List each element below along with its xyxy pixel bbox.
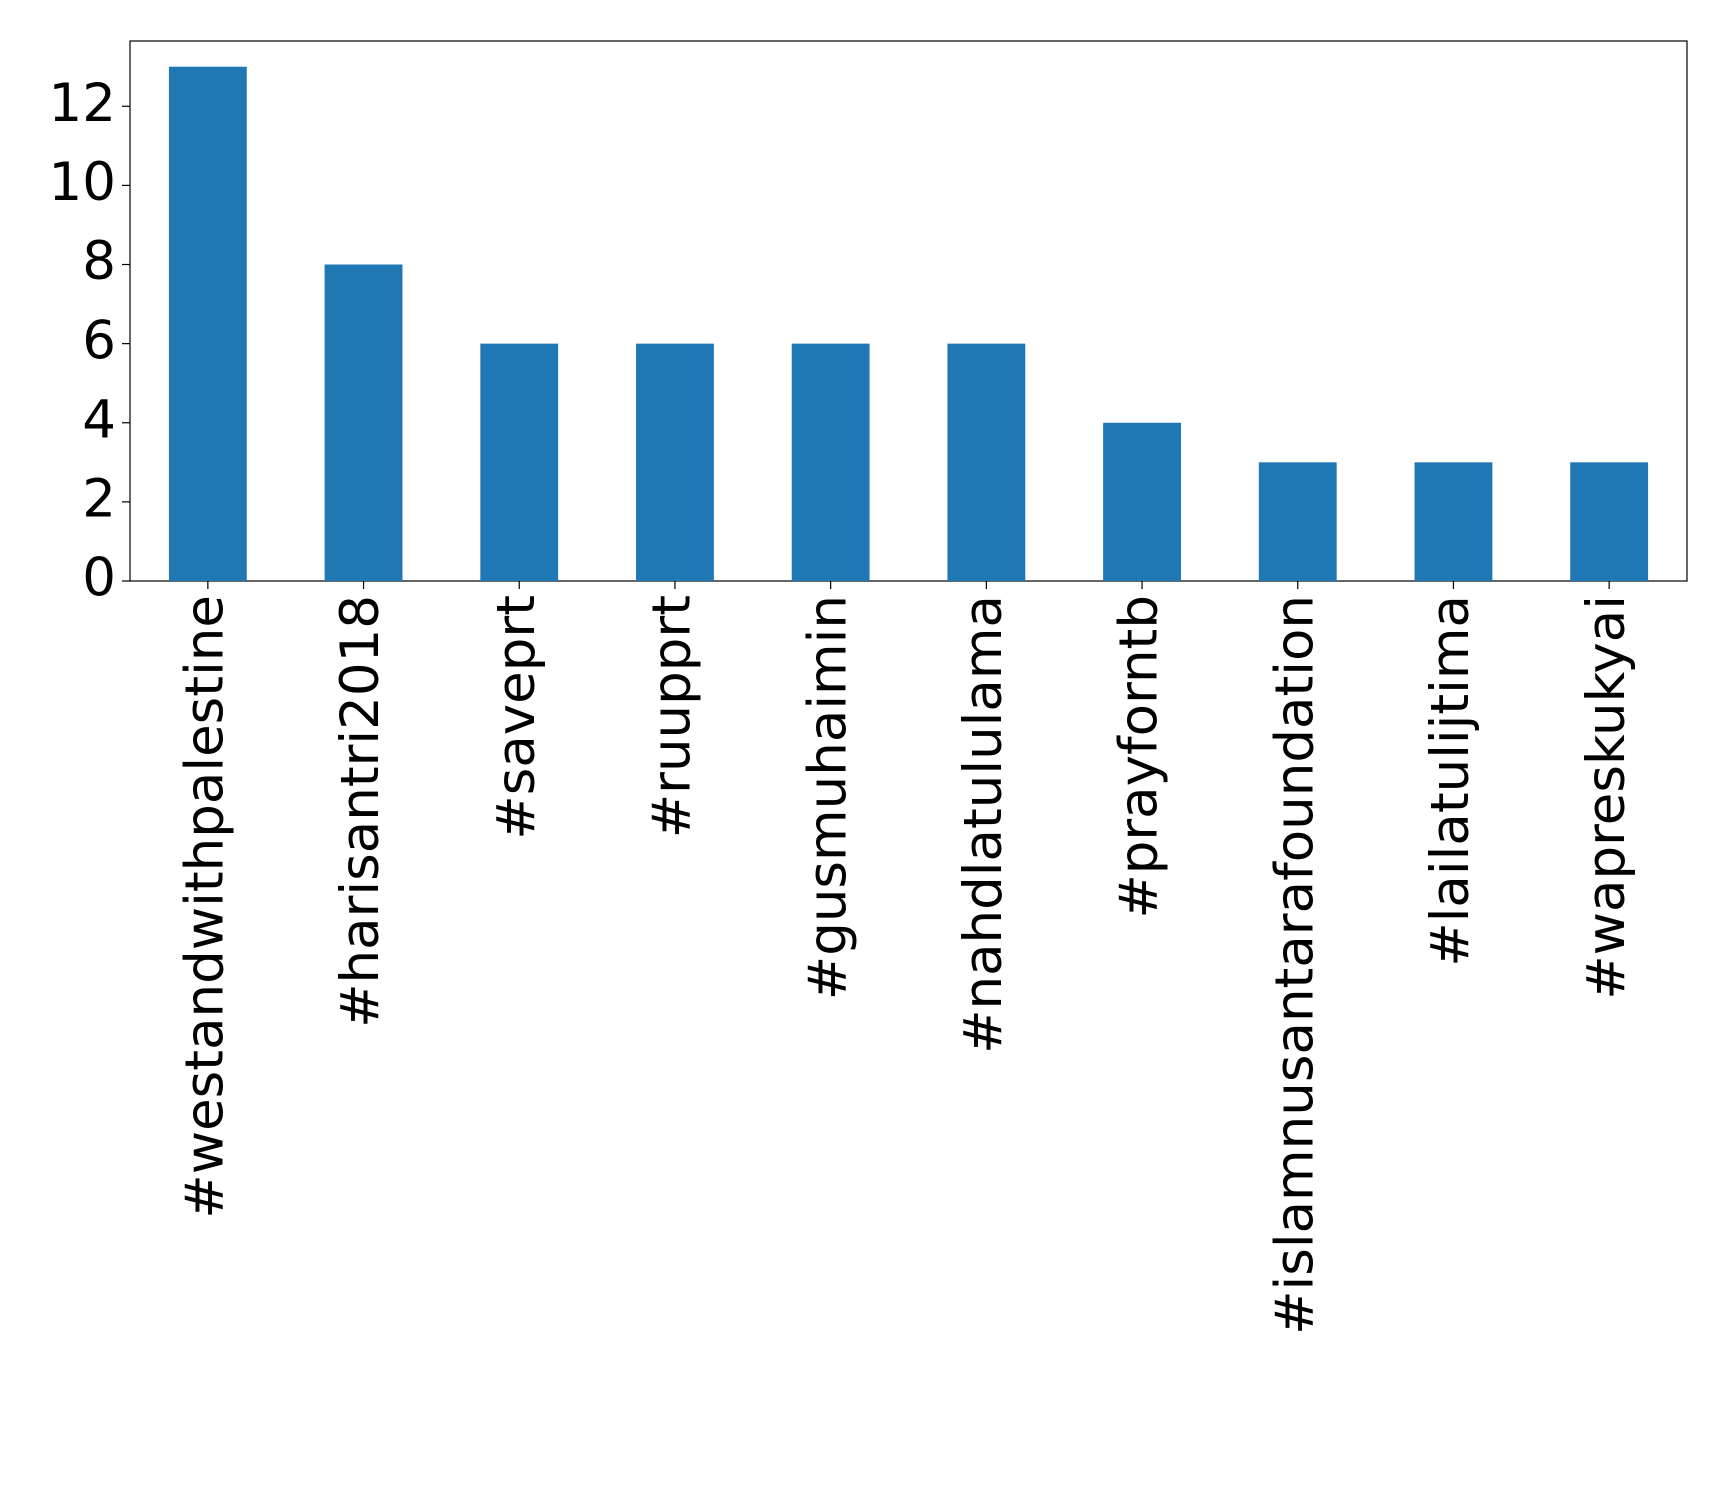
bar <box>1414 462 1493 581</box>
y-tick-label: 8 <box>82 231 116 292</box>
bar <box>1258 462 1337 581</box>
x-tick-label: #lailatulijtima <box>1420 595 1481 967</box>
x-tick-label: #islamnusantarafoundation <box>1264 595 1325 1335</box>
x-tick-label: #gusmuhaimin <box>797 595 858 1000</box>
bar <box>480 343 559 581</box>
y-tick-label: 0 <box>82 548 116 609</box>
bar <box>168 66 247 581</box>
x-tick-label: #ruupprt <box>642 595 703 838</box>
bar <box>636 343 714 581</box>
x-tick-label: #saveprt <box>486 595 547 840</box>
bar <box>324 264 403 581</box>
x-tick-label: #westandwithpalestine <box>174 595 235 1219</box>
y-tick-label: 10 <box>49 152 116 213</box>
x-tick-label: #wapreskukyai <box>1576 595 1637 1000</box>
bar <box>1103 422 1181 581</box>
bar <box>1570 462 1649 581</box>
y-tick-label: 12 <box>49 73 116 134</box>
bar <box>791 343 870 581</box>
y-tick-label: 2 <box>82 469 116 530</box>
bar <box>947 343 1026 581</box>
x-tick-label: #harisantri2018 <box>330 595 391 1028</box>
x-tick-label: #nahdlatululama <box>953 595 1014 1054</box>
y-tick-label: 4 <box>82 389 116 450</box>
y-tick-label: 6 <box>82 310 116 371</box>
x-tick-label: #prayforntb <box>1109 595 1170 919</box>
plot-frame <box>129 40 1688 582</box>
